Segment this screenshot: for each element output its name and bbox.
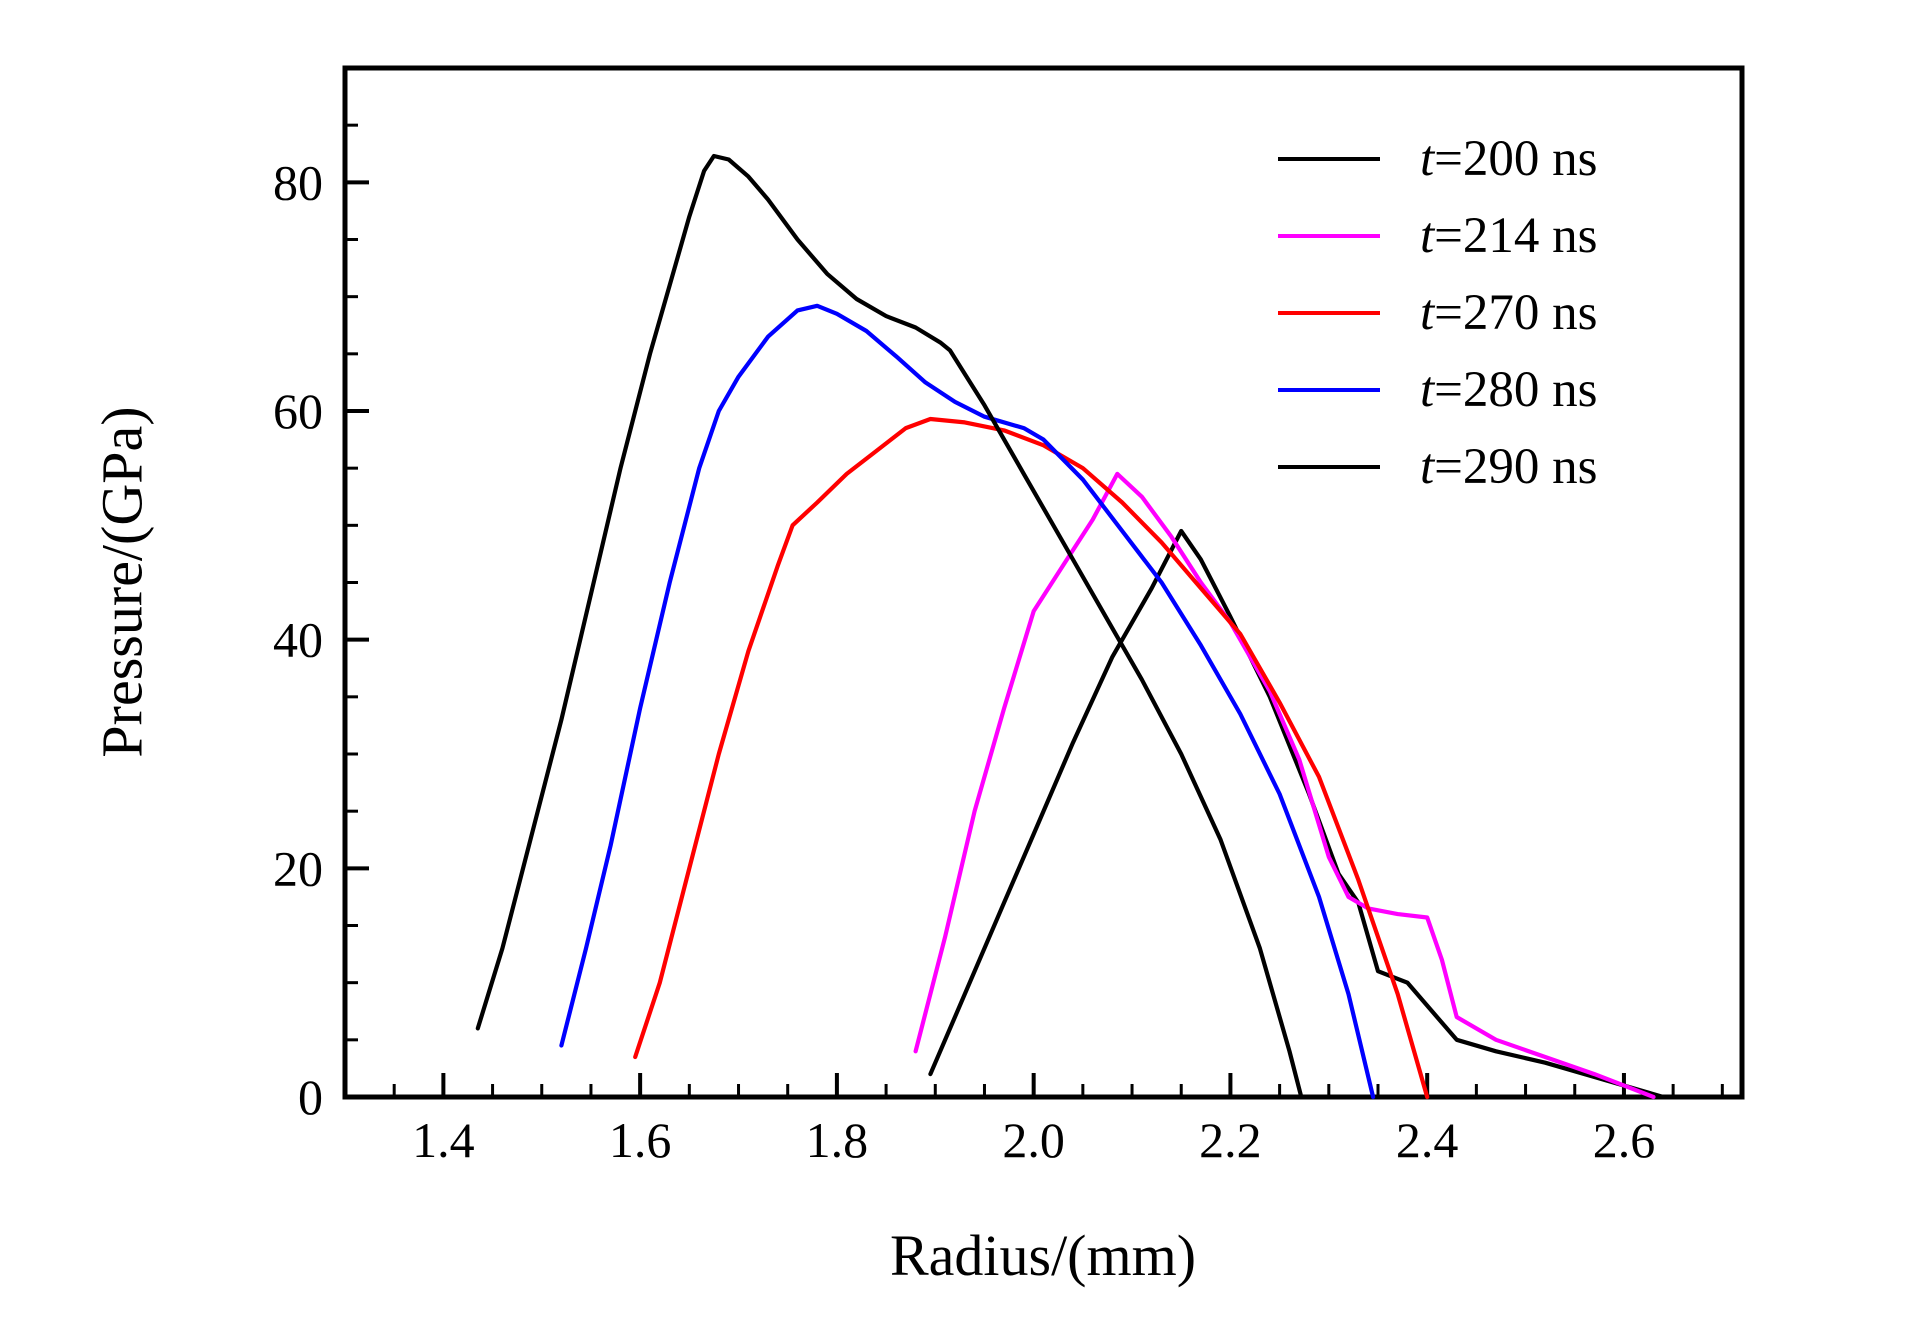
x-axis-label: Radius/(mm) [889, 1223, 1197, 1288]
legend-label: t=280 ns [1420, 361, 1598, 419]
y-tick-label: 80 [273, 154, 323, 210]
legend-rest: =200 ns [1434, 130, 1598, 187]
x-tick-label: 2.2 [1199, 1112, 1262, 1168]
x-tick-label: 1.4 [412, 1112, 475, 1168]
curve-t-290-ns [475, 153, 1304, 1100]
legend-var: t [1420, 284, 1435, 341]
legend-line-sample [1278, 310, 1380, 315]
y-axis-label: Pressure/(GPa) [89, 406, 155, 758]
legend-item: t=270 ns [1278, 274, 1598, 351]
legend-rest: =290 ns [1434, 438, 1598, 495]
legend-line-sample [1278, 233, 1380, 238]
legend-rest: =270 ns [1434, 284, 1598, 341]
legend-item: t=214 ns [1278, 197, 1598, 274]
y-tick-label: 40 [273, 612, 323, 668]
x-tick-label: 2.4 [1396, 1112, 1459, 1168]
legend-line-sample [1278, 464, 1380, 469]
legend-var: t [1420, 207, 1435, 264]
legend-rest: =214 ns [1434, 207, 1598, 264]
legend-rest: =280 ns [1434, 361, 1598, 418]
legend-label: t=290 ns [1420, 438, 1598, 496]
legend-item: t=280 ns [1278, 351, 1598, 428]
legend-label: t=200 ns [1420, 130, 1598, 188]
curve-t-214-ns [913, 471, 1656, 1100]
x-tick-label: 1.6 [609, 1112, 672, 1168]
legend-var: t [1420, 130, 1435, 187]
legend: t=200 ns t=214 ns t=270 ns t=280 ns t=29… [1278, 120, 1598, 505]
y-tick-label: 60 [273, 383, 323, 439]
legend-label: t=214 ns [1420, 207, 1598, 265]
legend-var: t [1420, 361, 1435, 418]
legend-label: t=270 ns [1420, 284, 1598, 342]
curve-t-200-ns [928, 528, 1666, 1100]
legend-item: t=290 ns [1278, 428, 1598, 505]
legend-var: t [1420, 438, 1435, 495]
y-tick-label: 0 [298, 1069, 323, 1125]
curve-t-280-ns [559, 303, 1376, 1100]
x-tick-label: 1.8 [806, 1112, 869, 1168]
legend-line-sample [1278, 156, 1380, 161]
y-tick-label: 20 [273, 840, 323, 896]
x-tick-label: 2.6 [1593, 1112, 1656, 1168]
legend-item: t=200 ns [1278, 120, 1598, 197]
x-tick-label: 2.0 [1002, 1112, 1065, 1168]
curve-t-270-ns [633, 416, 1430, 1100]
legend-line-sample [1278, 387, 1380, 392]
